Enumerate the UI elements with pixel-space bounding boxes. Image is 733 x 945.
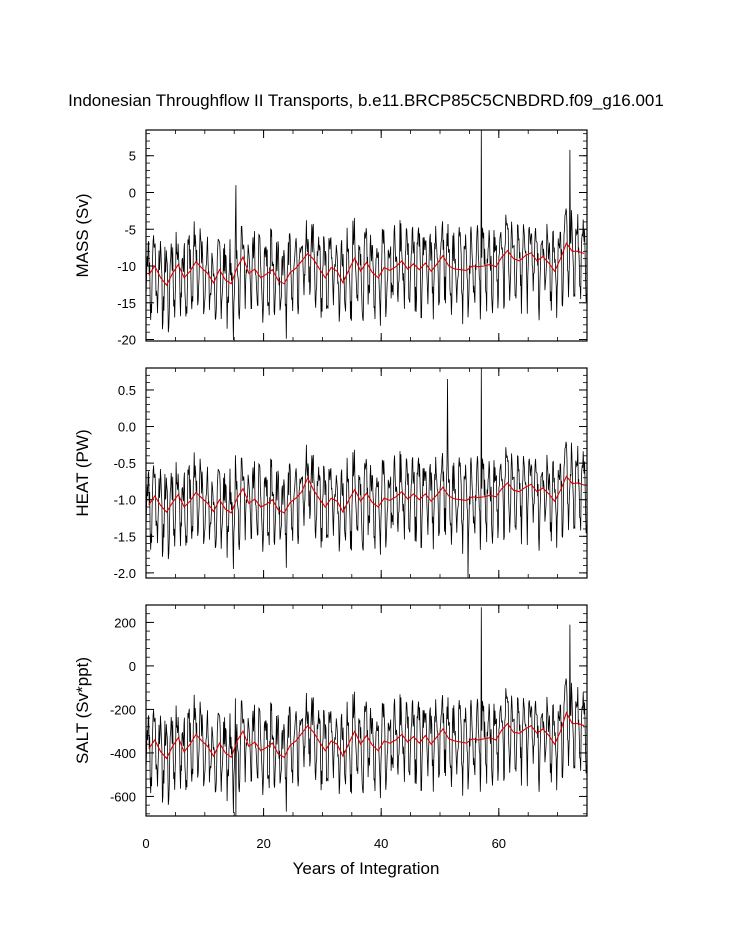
x-tick-label: 60 [492, 836, 506, 851]
y-tick-label: 0 [129, 659, 136, 674]
y-axis-label: MASS (Sv) [73, 193, 92, 277]
monthly-series-line [146, 130, 587, 341]
x-tick-label: 0 [142, 836, 149, 851]
panels: 5 0 -5 -10 -15 -20 MASS (Sv) 0.5 0.0 -0.5 -1.0 -1.5… [73, 129, 588, 851]
annual-mean-line [148, 711, 585, 760]
y-tick-label: 0.5 [118, 383, 136, 398]
y-tick-label: -0.5 [114, 456, 136, 471]
y-axis-label: HEAT (PW) [73, 429, 92, 516]
plot-frame [145, 604, 588, 817]
plot-frame [145, 367, 588, 579]
annual-mean-line [148, 475, 585, 514]
plot-frame [145, 129, 588, 342]
panel-2: 0.5 0.0 -0.5 -1.0 -1.5 -2.0 HEAT (PW) [73, 367, 588, 581]
y-tick-label: -200 [110, 702, 136, 717]
y-tick-label: -600 [110, 789, 136, 804]
y-axis-label: SALT (Sv*ppt) [73, 657, 92, 764]
y-tick-label: 0.0 [118, 420, 136, 435]
y-tick-label: -20 [117, 333, 136, 348]
y-tick-label: -1.0 [114, 493, 136, 508]
y-tick-label: -2.0 [114, 566, 136, 581]
monthly-series-line [146, 368, 587, 578]
figure-title: Indonesian Throughflow II Transports, b.… [68, 91, 664, 110]
panel-1: 5 0 -5 -10 -15 -20 MASS (Sv) [73, 129, 588, 348]
monthly-series-line [146, 607, 587, 816]
y-tick-label: 0 [129, 185, 136, 200]
y-tick-label: -5 [124, 222, 136, 237]
y-tick-label: -15 [117, 296, 136, 311]
y-tick-label: 200 [114, 615, 136, 630]
x-tick-label: 40 [374, 836, 388, 851]
y-tick-label: -400 [110, 746, 136, 761]
y-tick-label: -1.5 [114, 529, 136, 544]
annual-mean-line [148, 242, 585, 287]
x-axis-label: Years of Integration [293, 859, 440, 878]
y-tick-label: 5 [129, 149, 136, 164]
y-tick-label: -10 [117, 259, 136, 274]
panel-3: 200 0 -200 -400 -600 0 20 40 60 SALT (Sv*ppt) [73, 604, 588, 851]
x-tick-label: 20 [256, 836, 270, 851]
